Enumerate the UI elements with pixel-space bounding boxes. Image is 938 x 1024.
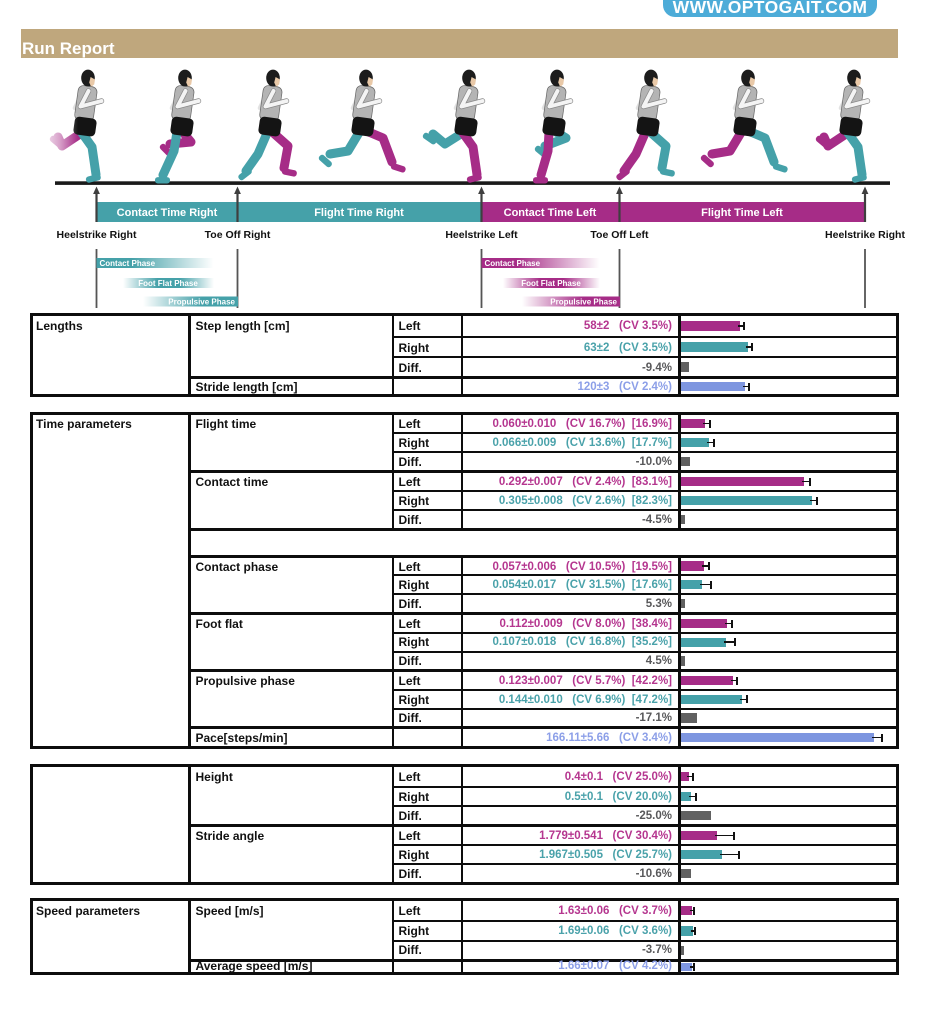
svg-text:Heelstrike Left: Heelstrike Left [445,229,518,241]
svg-text:Heelstrike Right: Heelstrike Right [825,229,905,241]
svg-text:Contact Phase: Contact Phase [485,259,541,268]
svg-text:Toe Off Right: Toe Off Right [205,229,271,241]
svg-text:Propulsive Phase: Propulsive Phase [550,298,617,307]
svg-text:Propulsive Phase: Propulsive Phase [168,298,235,307]
svg-text:Flight Time Left: Flight Time Left [701,207,783,219]
svg-text:Toe Off Left: Toe Off Left [590,229,649,241]
svg-text:Foot Flat Phase: Foot Flat Phase [521,279,581,288]
svg-text:Heelstrike Right: Heelstrike Right [57,229,137,241]
svg-text:Contact Phase: Contact Phase [100,259,156,268]
svg-text:Contact Time Left: Contact Time Left [504,207,597,219]
svg-text:Contact Time Right: Contact Time Right [117,207,218,219]
svg-text:Foot Flat Phase: Foot Flat Phase [138,279,198,288]
svg-text:Flight Time Right: Flight Time Right [314,207,404,219]
